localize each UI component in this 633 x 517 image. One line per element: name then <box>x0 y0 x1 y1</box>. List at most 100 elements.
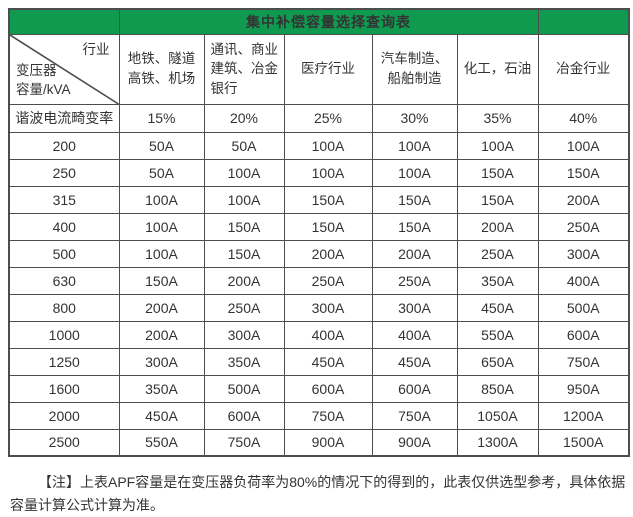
current-cell: 100A <box>283 158 373 187</box>
current-cell: 450A <box>371 347 458 376</box>
current-cell: 300A <box>537 239 630 268</box>
current-cell: 1050A <box>456 401 539 430</box>
distortion-rate-row: 谐波电流畸变率 15% 20% 25% 30% 35% 40% <box>8 103 630 133</box>
title-spacer-right <box>537 8 630 35</box>
table-row: 630 150A 200A 250A 250A 350A 400A <box>8 266 630 295</box>
current-cell: 150A <box>283 212 373 241</box>
current-cell: 550A <box>118 428 205 457</box>
current-cell: 50A <box>203 131 285 160</box>
current-cell: 350A <box>203 347 285 376</box>
table-row: 250 50A 100A 100A 100A 150A 150A <box>8 158 630 187</box>
corner-capacity-label: 容量/kVA <box>16 81 71 97</box>
current-cell: 450A <box>118 401 205 430</box>
capacity-cell: 1600 <box>8 374 120 403</box>
current-cell: 300A <box>118 347 205 376</box>
current-cell: 1500A <box>537 428 630 457</box>
title-row: 集中补偿容量选择查询表 <box>8 8 630 35</box>
current-cell: 200A <box>203 266 285 295</box>
current-cell: 150A <box>203 239 285 268</box>
capacity-cell: 1000 <box>8 320 120 349</box>
distortion-rate-value: 35% <box>456 103 539 133</box>
table-title: 集中补偿容量选择查询表 <box>118 8 539 35</box>
current-cell: 150A <box>283 185 373 214</box>
current-cell: 150A <box>537 158 630 187</box>
table-row: 1600 350A 500A 600A 600A 850A 950A <box>8 374 630 403</box>
table-footnote: 【注】上表APF容量是在变压器负荷率为80%的情况下的得到的，此表仅供选型参考，… <box>10 474 626 514</box>
header-row: 行业 变压器 容量/kVA 地铁、隧道 高铁、机场 通讯、商业 建筑、冶金 银行… <box>8 33 630 105</box>
current-cell: 750A <box>203 428 285 457</box>
current-cell: 500A <box>537 293 630 322</box>
current-cell: 900A <box>371 428 458 457</box>
current-cell: 100A <box>456 131 539 160</box>
corner-header-cell: 行业 变压器 容量/kVA <box>8 33 120 105</box>
current-cell: 300A <box>283 293 373 322</box>
table-row: 400 100A 150A 150A 150A 200A 250A <box>8 212 630 241</box>
capacity-cell: 1250 <box>8 347 120 376</box>
current-cell: 200A <box>537 185 630 214</box>
capacity-cell: 630 <box>8 266 120 295</box>
current-cell: 100A <box>118 239 205 268</box>
current-cell: 350A <box>456 266 539 295</box>
table-row: 2500 550A 750A 900A 900A 1300A 1500A <box>8 428 630 457</box>
current-cell: 650A <box>456 347 539 376</box>
current-cell: 100A <box>537 131 630 160</box>
distortion-rate-value: 25% <box>283 103 373 133</box>
distortion-rate-value: 15% <box>118 103 205 133</box>
current-cell: 450A <box>456 293 539 322</box>
current-cell: 100A <box>371 131 458 160</box>
current-cell: 150A <box>371 185 458 214</box>
current-cell: 250A <box>203 293 285 322</box>
corner-transformer-label: 变压器 <box>16 62 57 78</box>
current-cell: 350A <box>118 374 205 403</box>
industry-header-chemical-oil: 化工，石油 <box>456 33 539 105</box>
current-cell: 200A <box>283 239 373 268</box>
table-row: 2000 450A 600A 750A 750A 1050A 1200A <box>8 401 630 430</box>
capacity-cell: 315 <box>8 185 120 214</box>
current-cell: 100A <box>118 185 205 214</box>
current-cell: 300A <box>203 320 285 349</box>
industry-header-metro: 地铁、隧道 高铁、机场 <box>118 33 205 105</box>
distortion-rate-value: 40% <box>537 103 630 133</box>
current-cell: 850A <box>456 374 539 403</box>
current-cell: 750A <box>283 401 373 430</box>
corner-industry-label: 行业 <box>82 41 110 57</box>
current-cell: 200A <box>371 239 458 268</box>
current-cell: 50A <box>118 158 205 187</box>
capacity-cell: 200 <box>8 131 120 160</box>
industry-header-telecom: 通讯、商业 建筑、冶金 银行 <box>203 33 285 105</box>
current-cell: 500A <box>203 374 285 403</box>
diagonal-divider-line <box>10 35 119 104</box>
table-row: 315 100A 100A 150A 150A 150A 200A <box>8 185 630 214</box>
industry-header-metallurgy: 冶金行业 <box>537 33 630 105</box>
current-cell: 100A <box>283 131 373 160</box>
current-cell: 150A <box>456 158 539 187</box>
distortion-rate-label: 谐波电流畸变率 <box>8 103 120 133</box>
current-cell: 250A <box>456 239 539 268</box>
capacity-cell: 250 <box>8 158 120 187</box>
capacity-cell: 2500 <box>8 428 120 457</box>
current-cell: 250A <box>283 266 373 295</box>
current-cell: 150A <box>371 212 458 241</box>
current-cell: 200A <box>456 212 539 241</box>
current-cell: 250A <box>371 266 458 295</box>
capacity-cell: 800 <box>8 293 120 322</box>
current-cell: 150A <box>118 266 205 295</box>
capacity-cell: 500 <box>8 239 120 268</box>
current-cell: 50A <box>118 131 205 160</box>
current-cell: 400A <box>371 320 458 349</box>
current-cell: 600A <box>371 374 458 403</box>
table-row: 1250 300A 350A 450A 450A 650A 750A <box>8 347 630 376</box>
current-cell: 300A <box>371 293 458 322</box>
title-spacer-left <box>8 8 120 35</box>
current-cell: 400A <box>283 320 373 349</box>
current-cell: 1200A <box>537 401 630 430</box>
current-cell: 100A <box>371 158 458 187</box>
current-cell: 150A <box>203 212 285 241</box>
distortion-rate-value: 30% <box>371 103 458 133</box>
current-cell: 100A <box>203 158 285 187</box>
current-cell: 1300A <box>456 428 539 457</box>
current-cell: 600A <box>537 320 630 349</box>
current-cell: 100A <box>203 185 285 214</box>
current-cell: 200A <box>118 320 205 349</box>
table-row: 800 200A 250A 300A 300A 450A 500A <box>8 293 630 322</box>
